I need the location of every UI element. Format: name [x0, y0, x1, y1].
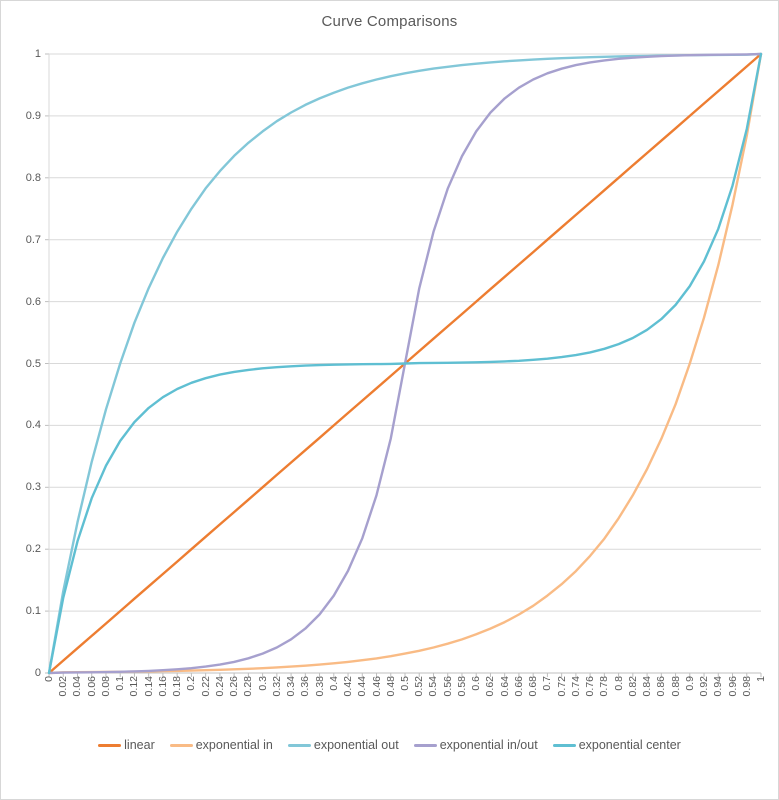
x-tick-label: 0.5	[399, 676, 411, 691]
legend: linear exponential in exponential out expon…	[1, 738, 778, 752]
chart-title: Curve Comparisons	[321, 13, 458, 30]
x-tick-label: 0.64	[498, 676, 511, 697]
x-tick-label: 0.4	[327, 676, 340, 691]
legend-label: linear	[124, 738, 155, 752]
x-tick-label: 0.02	[57, 676, 70, 697]
x-tick-label: 0.26	[228, 676, 241, 697]
x-tick-label: 0.14	[142, 676, 155, 697]
x-tick-label: 0.7	[541, 676, 554, 691]
y-tick-label: 0.8	[25, 171, 41, 184]
x-tick-label: 0.12	[128, 676, 141, 697]
legend-swatch	[169, 743, 193, 747]
x-tick-label: 0.86	[655, 676, 668, 697]
legend-swatch	[413, 743, 437, 747]
x-tick-label: 0.9	[683, 676, 696, 691]
y-tick-label: 0.1	[25, 605, 41, 618]
x-tick-label: 0.66	[512, 676, 525, 697]
x-tick-label: 0.74	[569, 676, 582, 697]
y-tick-label: 0.6	[25, 295, 41, 308]
x-tick-label: 0.46	[370, 676, 383, 697]
x-tick-label: 0.1	[114, 676, 127, 691]
x-tick-label: 0.94	[712, 676, 725, 697]
x-tick-label: 0.52	[413, 676, 426, 697]
x-tick-label: 0.08	[99, 676, 112, 697]
y-tick-label: 0.7	[25, 233, 41, 246]
x-tick-label: 0.42	[342, 676, 355, 697]
legend-item-linear: linear	[98, 738, 155, 752]
legend-label: exponential in/out	[439, 738, 538, 752]
x-tick-label: 0.34	[285, 676, 298, 697]
legend-item-exponential-center: exponential center	[552, 738, 681, 752]
x-tick-label: 0.44	[356, 676, 369, 697]
y-tick-label: 0.5	[25, 357, 41, 370]
y-tick-label: 0.4	[25, 419, 41, 432]
legend-item-exponential-in: exponential in	[169, 738, 273, 752]
x-tick-label: 0.22	[199, 676, 212, 697]
legend-swatch	[287, 743, 311, 747]
x-tick-label: 0.6	[470, 676, 483, 691]
x-tick-label: 0.84	[641, 676, 654, 697]
legend-swatch	[552, 743, 576, 747]
x-tick-label: 0.62	[484, 676, 497, 697]
legend-label: exponential out	[313, 738, 399, 752]
x-tick-label: 0.2	[185, 676, 198, 691]
y-tick-label: 1	[34, 48, 41, 60]
series-line-exponential-center	[47, 52, 763, 675]
x-tick-label: 0.92	[698, 676, 711, 697]
y-tick-label: 0.2	[25, 543, 41, 556]
y-tick-label: 0	[34, 667, 41, 679]
x-tick-label: 0.96	[726, 676, 739, 697]
x-tick-label: 0.98	[740, 676, 753, 697]
x-tick-label: 0.38	[313, 676, 326, 697]
x-tick-label: 0.24	[213, 676, 226, 697]
x-tick-label: 0.16	[156, 676, 169, 697]
x-tick-label: 0.56	[441, 676, 454, 697]
x-tick-label: 0.68	[527, 676, 540, 697]
x-tick-label: 0.3	[256, 676, 269, 691]
x-tick-label: 0.28	[242, 676, 255, 697]
x-tick-label: 0.76	[584, 676, 597, 697]
x-tick-label: 0.54	[427, 676, 440, 697]
legend-swatch	[98, 743, 122, 747]
legend-label: exponential in	[195, 738, 273, 752]
x-tick-label: 0.72	[555, 676, 568, 697]
x-tick-label: 0.04	[71, 676, 84, 697]
x-tick-label: 0.06	[85, 676, 98, 697]
x-tick-label: 0.48	[384, 676, 397, 697]
x-tick-label: 0.82	[626, 676, 639, 697]
x-tick-label: 1	[755, 676, 767, 682]
x-tick-label: 0.36	[299, 676, 312, 697]
y-tick-label: 0.9	[25, 109, 41, 122]
legend-label: exponential center	[578, 738, 681, 752]
x-tick-label: 0.58	[455, 676, 468, 697]
x-tick-label: 0	[43, 676, 55, 682]
x-tick-label: 0.78	[598, 676, 611, 697]
x-tick-label: 0.18	[171, 676, 184, 697]
x-tick-label: 0.8	[612, 676, 625, 691]
legend-item-exponential-in-out: exponential in/out	[413, 738, 538, 752]
y-tick-label: 0.3	[25, 481, 41, 494]
x-tick-label: 0.88	[669, 676, 682, 697]
legend-item-exponential-out: exponential out	[287, 738, 399, 752]
x-tick-label: 0.32	[270, 676, 283, 697]
